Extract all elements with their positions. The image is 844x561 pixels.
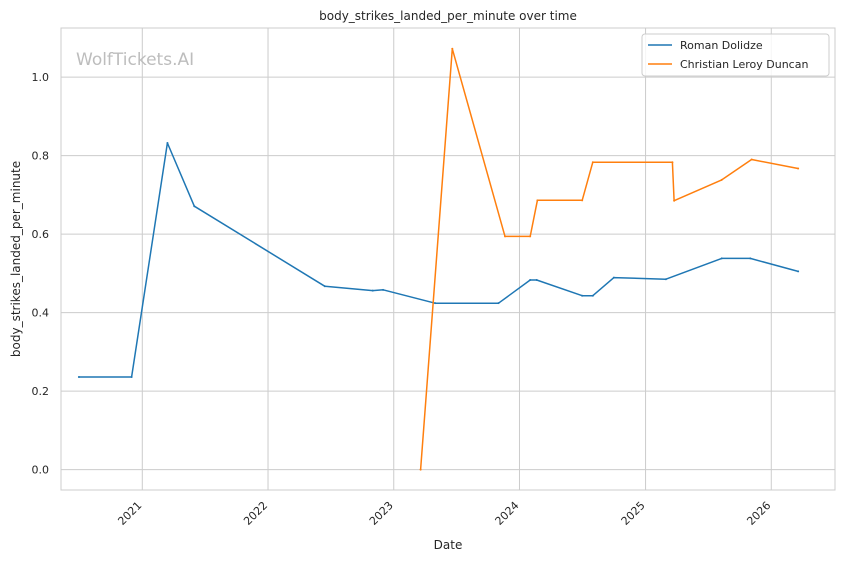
data-point (720, 178, 723, 181)
data-point (612, 276, 615, 279)
legend-label: Roman Dolidze (680, 39, 763, 52)
data-point (591, 161, 594, 164)
watermark: WolfTickets.AI (76, 50, 194, 70)
y-axis-label: body_strikes_landed_per_minute (9, 161, 23, 357)
y-tick-label: 0.0 (32, 464, 50, 477)
chart-title: body_strikes_landed_per_minute over time (319, 9, 577, 23)
data-point (797, 167, 800, 170)
data-point (536, 199, 539, 202)
data-point (166, 142, 169, 145)
data-point (591, 294, 594, 297)
data-point (451, 47, 454, 50)
data-point (535, 279, 538, 281)
data-point (750, 158, 753, 161)
data-point (581, 199, 584, 202)
series-line-1 (419, 48, 799, 470)
data-point (504, 235, 507, 238)
legend-label: Christian Leroy Duncan (680, 58, 808, 71)
data-point (797, 270, 800, 273)
data-point (434, 302, 437, 305)
data-point (77, 375, 80, 378)
data-point (673, 199, 676, 202)
data-point (382, 288, 385, 291)
data-point (671, 161, 674, 164)
series-layer (77, 47, 800, 471)
y-tick-label: 1.0 (32, 71, 50, 84)
legend-box (641, 33, 830, 77)
y-tick-label: 0.2 (32, 385, 50, 398)
data-point (130, 375, 133, 378)
data-point (371, 289, 374, 292)
data-point (581, 294, 584, 297)
data-point (720, 257, 723, 260)
y-tick-label: 0.8 (32, 150, 50, 163)
data-point (529, 279, 532, 281)
plot-frame (60, 27, 836, 491)
y-tick-label: 0.6 (32, 228, 50, 241)
data-point (497, 302, 500, 305)
data-point (529, 235, 532, 238)
x-axis-label: Date (434, 538, 463, 552)
data-point (664, 278, 667, 281)
grid-lines (61, 28, 835, 490)
legend: Roman Dolidze Christian Leroy Duncan (641, 33, 830, 77)
data-point (323, 285, 326, 288)
data-point (193, 205, 196, 208)
series-line-0 (78, 142, 799, 378)
data-point (749, 257, 752, 260)
data-point (419, 468, 422, 471)
y-tick-label: 0.4 (32, 307, 50, 320)
